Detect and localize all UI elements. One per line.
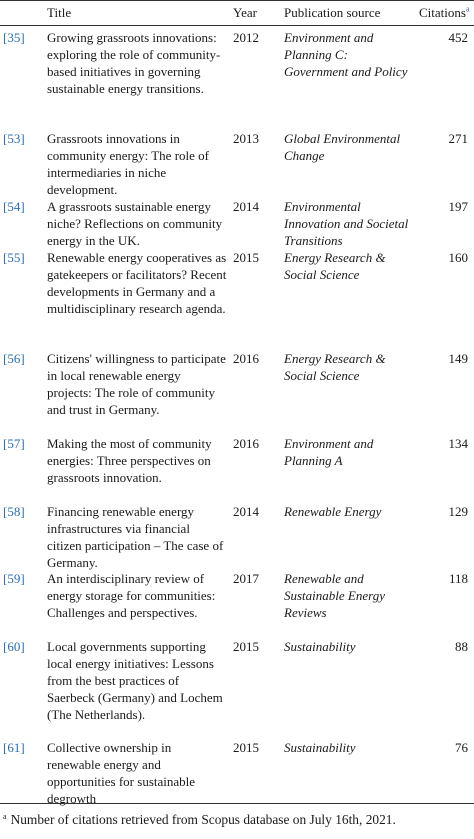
reference-link[interactable]: [56] bbox=[3, 351, 25, 366]
row-citations: 134 bbox=[448, 436, 469, 451]
header-source: Publication source bbox=[284, 5, 381, 20]
row-source: Sustainability bbox=[284, 740, 356, 755]
row-citations: 149 bbox=[448, 351, 469, 366]
row-citations: 271 bbox=[448, 131, 469, 146]
table-header-rule bbox=[0, 25, 474, 26]
reference-link[interactable]: [57] bbox=[3, 436, 25, 451]
row-source: Renewable and Sustainable Energy Reviews bbox=[284, 571, 385, 620]
header-citations-footnote-link[interactable]: a bbox=[465, 4, 470, 14]
row-citations: 452 bbox=[448, 30, 469, 45]
row-source: Energy Research & Social Science bbox=[284, 250, 386, 282]
row-title: Financing renewable energy infrastructur… bbox=[47, 504, 224, 570]
row-year: 2016 bbox=[233, 436, 259, 451]
row-citations: 118 bbox=[448, 571, 468, 586]
reference-link[interactable]: [54] bbox=[3, 199, 25, 214]
footnote-text: Number of citations retrieved from Scopu… bbox=[10, 812, 396, 827]
row-title: An interdisciplinary review of energy st… bbox=[47, 571, 216, 620]
row-title: Renewable energy cooperatives as gatekee… bbox=[47, 250, 227, 316]
row-title: A grassroots sustainable energy niche? R… bbox=[47, 199, 223, 248]
row-year: 2016 bbox=[233, 351, 259, 366]
table-top-rule bbox=[0, 0, 474, 1]
header-year: Year bbox=[233, 5, 257, 20]
table-footnote: a Number of citations retrieved from Scop… bbox=[3, 812, 471, 828]
reference-link[interactable]: [58] bbox=[3, 504, 25, 519]
row-title: Citizens' willingness to participate in … bbox=[47, 351, 226, 417]
row-title: Local governments supporting local energ… bbox=[47, 639, 223, 722]
row-source: Environmental Innovation and Societal Tr… bbox=[284, 199, 409, 248]
reference-link[interactable]: [60] bbox=[3, 639, 25, 654]
row-year: 2014 bbox=[233, 199, 259, 214]
table-header: Title Year Publication source Citationsa bbox=[0, 0, 474, 25]
row-title: Grassroots innovations in community ener… bbox=[47, 131, 209, 197]
row-year: 2015 bbox=[233, 250, 259, 265]
row-citations: 197 bbox=[448, 199, 469, 214]
row-citations: 88 bbox=[455, 639, 468, 654]
reference-link[interactable]: [59] bbox=[3, 571, 25, 586]
row-title: Collective ownership in renewable energy… bbox=[47, 740, 196, 806]
row-year: 2013 bbox=[233, 131, 259, 146]
row-citations: 129 bbox=[448, 504, 469, 519]
row-source: Global Environmental Change bbox=[284, 131, 401, 163]
reference-link[interactable]: [35] bbox=[3, 30, 25, 45]
row-year: 2017 bbox=[233, 571, 259, 586]
reference-link[interactable]: [53] bbox=[3, 131, 25, 146]
row-source: Sustainability bbox=[284, 639, 356, 654]
reference-link[interactable]: [61] bbox=[3, 740, 25, 755]
row-title: Growing grassroots innovations: explorin… bbox=[47, 30, 221, 96]
header-citations: Citationsa bbox=[419, 5, 470, 21]
row-source: Renewable Energy bbox=[284, 504, 382, 519]
table-bottom-rule bbox=[0, 803, 474, 804]
row-year: 2015 bbox=[233, 639, 259, 654]
header-title: Title bbox=[47, 5, 72, 20]
row-year: 2015 bbox=[233, 740, 259, 755]
header-citations-label: Citations bbox=[419, 5, 466, 20]
row-year: 2012 bbox=[233, 30, 259, 45]
row-source: Environment and Planning A bbox=[284, 436, 374, 468]
row-citations: 76 bbox=[455, 740, 468, 755]
footnote-mark: a bbox=[3, 811, 7, 821]
reference-link[interactable]: [55] bbox=[3, 250, 25, 265]
row-year: 2014 bbox=[233, 504, 259, 519]
row-source: Energy Research & Social Science bbox=[284, 351, 386, 383]
row-title: Making the most of community energies: T… bbox=[47, 436, 212, 485]
row-source: Environment and Planning C: Government a… bbox=[284, 30, 408, 79]
row-citations: 160 bbox=[448, 250, 469, 265]
